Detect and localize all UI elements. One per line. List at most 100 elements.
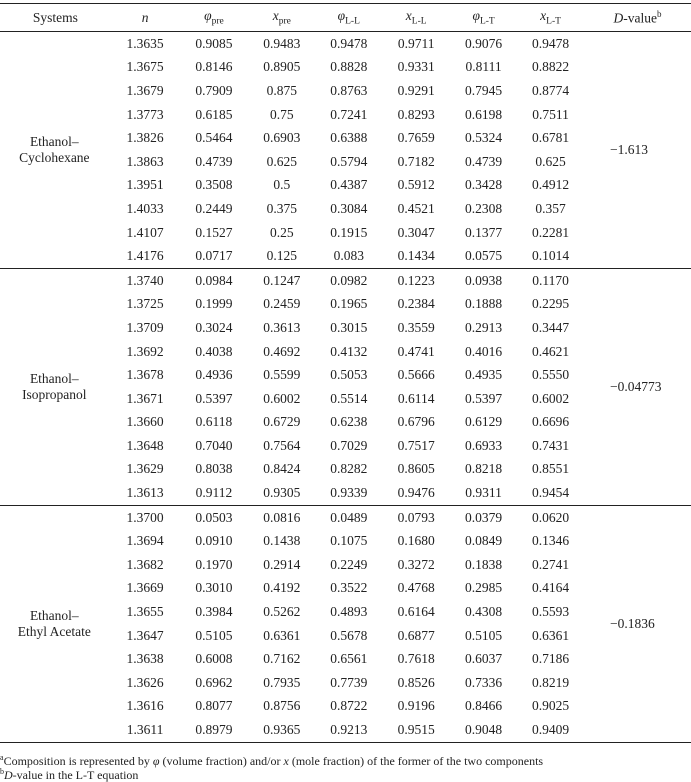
table-row: 1.4107 0.1527 0.25 0.1915 0.3047 0.1377 0.2281 bbox=[0, 221, 691, 245]
data-cell: 0.4768 bbox=[397, 580, 435, 596]
data-cell: 0.9331 bbox=[397, 59, 435, 75]
column-header-symbol: φ bbox=[204, 8, 212, 24]
data-cell: 0.0503 bbox=[179, 504, 249, 530]
data-cell: 0.0620 bbox=[517, 504, 584, 530]
data-cell: 0.9085 bbox=[195, 35, 233, 51]
data-cell: 0.8979 bbox=[195, 722, 233, 738]
data-cell: 0.875 bbox=[266, 82, 298, 98]
column-header-symbol: n bbox=[141, 9, 149, 25]
data-cell: 0.8774 bbox=[531, 82, 570, 98]
data-cell: 0.9478 bbox=[330, 35, 368, 51]
column-header-symbol: D bbox=[613, 10, 624, 26]
column-header-subscript: L-T bbox=[479, 16, 495, 27]
data-cell: 0.3447 bbox=[531, 319, 570, 335]
data-cell: 0.3010 bbox=[195, 580, 233, 596]
table-row: 1.3826 0.5464 0.6903 0.6388 0.7659 0.5324 0.67… bbox=[0, 126, 691, 150]
data-cell: 0.8551 bbox=[531, 461, 570, 477]
data-cell: 1.3616 bbox=[126, 698, 164, 714]
data-cell: 0.7659 bbox=[397, 130, 435, 146]
column-header-footnote-mark: b bbox=[656, 8, 662, 19]
data-cell: 0.6696 bbox=[531, 414, 570, 430]
data-cell: 1.3660 bbox=[126, 414, 164, 430]
table-row: 1.3725 0.1999 0.2459 0.1965 0.2384 0.1888 0.22… bbox=[0, 293, 691, 317]
data-cell: 1.3700 bbox=[110, 504, 180, 530]
data-cell: 0.2913 bbox=[465, 319, 503, 335]
system-name-line: Ethanol– bbox=[29, 607, 79, 623]
data-cell: 0.4132 bbox=[330, 343, 368, 359]
data-cell: 0.6185 bbox=[195, 106, 233, 122]
data-cell: 1.3863 bbox=[126, 153, 164, 169]
data-cell: 0.4016 bbox=[465, 343, 503, 359]
data-cell: 0.7511 bbox=[532, 106, 569, 122]
data-cell: 0.6561 bbox=[330, 651, 368, 667]
data-cell: 0.4164 bbox=[531, 580, 570, 596]
system-name-line: Isopropanol bbox=[22, 386, 87, 402]
data-cell: 0.6164 bbox=[397, 604, 435, 620]
data-cell: 0.6198 bbox=[465, 106, 503, 122]
data-cell: 0.4739 bbox=[465, 153, 503, 169]
data-cell: 1.3679 bbox=[126, 82, 164, 98]
footnote-symbol: x bbox=[283, 754, 289, 768]
data-cell: 1.3669 bbox=[126, 580, 164, 596]
table-row: 1.3613 0.9112 0.9305 0.9339 0.9476 0.9311 0.94… bbox=[0, 481, 691, 505]
table-row: 1.3709 0.3024 0.3613 0.3015 0.3559 0.2913 0.34… bbox=[0, 316, 691, 340]
data-cell: 0.1377 bbox=[465, 224, 503, 240]
data-cell: 1.3638 bbox=[126, 651, 164, 667]
table-row: 1.3660 0.6118 0.6729 0.6238 0.6796 0.6129 0.66… bbox=[0, 411, 691, 435]
data-cell: 0.4935 bbox=[465, 367, 503, 383]
column-header: xL-L bbox=[382, 3, 451, 32]
data-cell: 0.4621 bbox=[531, 343, 570, 359]
refractive-index-table: Systems n φpre xpre φL-L xL-L φL-T xL-T D-valueb… bbox=[0, 3, 691, 743]
data-cell: 0.4912 bbox=[531, 177, 570, 193]
data-cell: 0.8722 bbox=[330, 698, 368, 714]
system-name-cell: Ethanol– Isopropanol bbox=[0, 267, 111, 506]
column-header-subscript: pre bbox=[278, 16, 291, 27]
footnote-text: (mole fraction) of the former of the two… bbox=[288, 754, 544, 768]
data-cell: 0.0982 bbox=[315, 267, 383, 293]
data-cell: 0.0489 bbox=[315, 504, 383, 530]
column-header-symbol: φ bbox=[472, 8, 480, 24]
data-cell: 0.2741 bbox=[531, 556, 570, 572]
data-cell: 1.4033 bbox=[126, 200, 164, 216]
data-cell: 0.7186 bbox=[531, 651, 570, 667]
data-cell: 1.3678 bbox=[126, 367, 164, 383]
table-row: 1.4033 0.2449 0.375 0.3084 0.4521 0.2308 0.357 bbox=[0, 197, 691, 221]
data-cell: 1.3655 bbox=[126, 604, 164, 620]
header-row: Systems n φpre xpre φL-L xL-L φL-T xL-T D-valueb bbox=[0, 3, 691, 32]
data-cell: 1.3951 bbox=[126, 177, 164, 193]
column-header-subscript: L-T bbox=[546, 16, 561, 27]
data-cell: 0.1915 bbox=[330, 224, 368, 240]
data-cell: 0.7182 bbox=[397, 153, 435, 169]
data-cell: 1.4107 bbox=[126, 224, 164, 240]
data-cell: 0.0717 bbox=[195, 248, 233, 264]
data-cell: 0.8822 bbox=[531, 59, 570, 75]
data-cell: 0.5464 bbox=[195, 130, 233, 146]
system-name-line: Ethyl Acetate bbox=[17, 623, 91, 639]
column-header: xpre bbox=[248, 3, 316, 32]
data-cell: 0.6129 bbox=[465, 414, 503, 430]
d-value-cell: −0.04773 bbox=[584, 267, 691, 506]
data-cell: 0.6796 bbox=[397, 414, 435, 430]
data-cell: 0.7040 bbox=[195, 437, 233, 453]
table-row: 1.3655 0.3984 0.5262 0.4893 0.6164 0.4308 0.55… bbox=[0, 600, 691, 624]
data-cell: 0.1075 bbox=[330, 533, 368, 549]
column-header-symbol: x bbox=[540, 8, 547, 24]
data-cell: 0.8146 bbox=[195, 59, 233, 75]
data-cell: 0.3522 bbox=[330, 580, 368, 596]
data-cell: 0.2295 bbox=[531, 296, 570, 312]
footnote-text: Composition is represented by bbox=[3, 754, 153, 768]
data-cell: 0.1438 bbox=[263, 533, 301, 549]
footnote-b: bD-value in the L-T equation bbox=[0, 765, 138, 782]
data-cell: 0.7564 bbox=[263, 437, 301, 453]
footnote-symbol: D bbox=[4, 768, 13, 782]
data-cell: 0.7935 bbox=[263, 674, 301, 690]
data-cell: 0.4308 bbox=[465, 604, 503, 620]
data-cell: 0.4521 bbox=[397, 200, 435, 216]
table-row: Ethanol– Ethyl Acetate 1.3700 0.0503 0.0816 0… bbox=[0, 504, 691, 743]
data-cell: 0.6002 bbox=[531, 390, 570, 406]
data-cell: 0.5599 bbox=[263, 367, 301, 383]
data-cell: 0.3024 bbox=[195, 319, 233, 335]
data-cell: 0.6361 bbox=[263, 627, 301, 643]
data-cell: 0.1999 bbox=[195, 296, 233, 312]
data-cell: 0.3508 bbox=[195, 177, 233, 193]
